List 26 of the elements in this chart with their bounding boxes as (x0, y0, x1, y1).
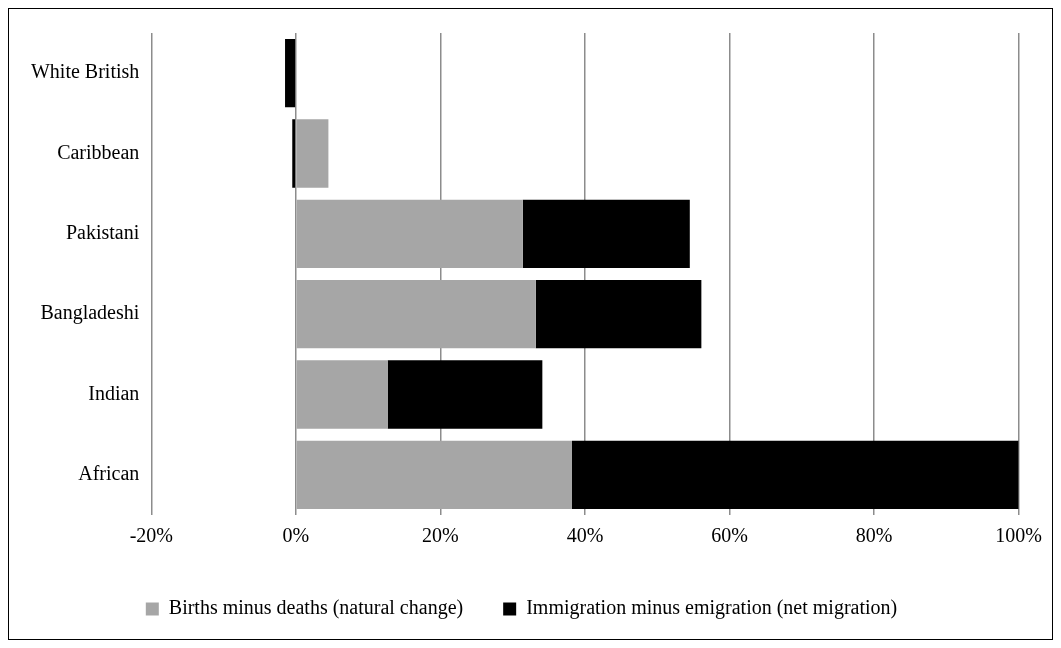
x-tick-label: 80% (855, 524, 893, 547)
x-tick-label: 20% (422, 524, 459, 547)
y-tick-label: Bangladeshi (40, 301, 140, 325)
bar (296, 199, 523, 268)
y-tick-label: Pakistani (65, 221, 140, 244)
bar (535, 280, 702, 349)
legend-label: Births minus deaths (natural change) (168, 596, 464, 620)
bar (522, 199, 690, 268)
bar (292, 119, 296, 188)
x-tick-label: 0% (282, 524, 310, 547)
bar (296, 360, 388, 429)
bar (296, 440, 572, 509)
bar (387, 360, 543, 429)
x-tick-label: 40% (566, 524, 604, 547)
y-tick-label: African (78, 462, 140, 485)
bar (285, 39, 296, 108)
y-tick-label: White British (30, 60, 140, 83)
legend-label: Immigration minus emigration (net migration) (526, 596, 898, 620)
y-tick-label: Caribbean (57, 140, 140, 163)
x-tick-label: -20% (129, 524, 173, 547)
y-tick-label: Indian (88, 381, 140, 404)
x-tick-label: 100% (995, 524, 1043, 547)
bar (571, 440, 1019, 509)
bar (296, 119, 329, 188)
bar (296, 280, 536, 349)
x-tick-label: 60% (711, 524, 748, 547)
